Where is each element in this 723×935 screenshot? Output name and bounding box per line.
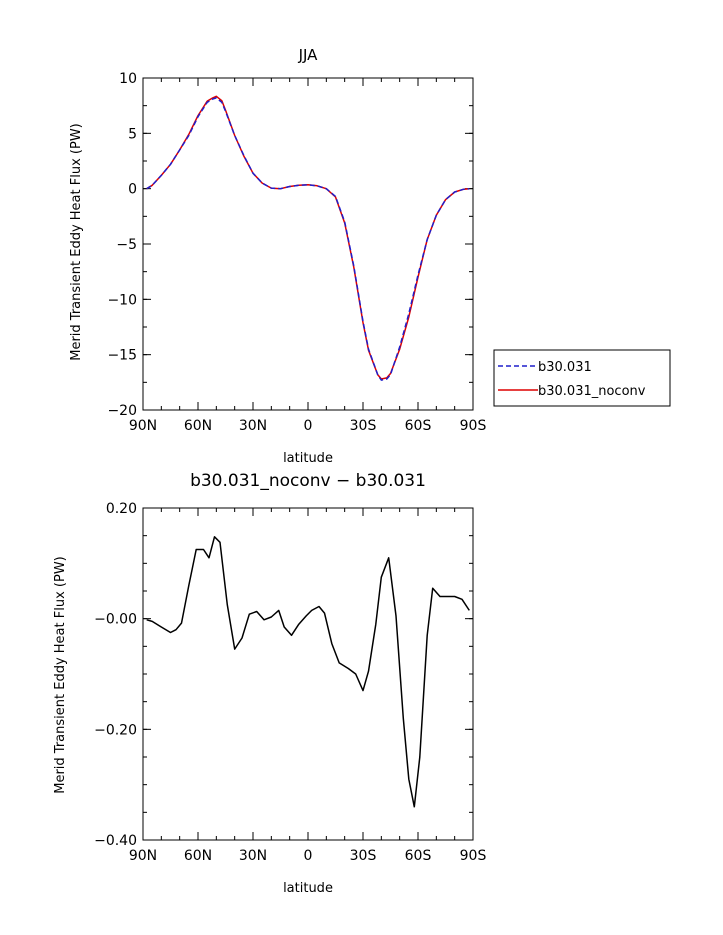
x-tick-label: 30S <box>350 418 377 434</box>
y-tick-label: −0.00 <box>94 612 137 628</box>
chart-bottom-ylabel: Merid Transient Eddy Heat Flux (PW) <box>53 556 68 794</box>
chart-top-xlabel: latitude <box>283 451 333 466</box>
legend-label-b30-031-noconv: b30.031_noconv <box>538 384 646 399</box>
chart-top-y-tick-labels: −20 −15 −10 −5 0 5 10 <box>107 71 137 419</box>
chart-bottom-plot <box>142 507 474 841</box>
x-tick-label: 90N <box>129 848 157 864</box>
chart-bottom: b30.031_noconv − b30.031 Merid Transient… <box>53 471 486 896</box>
x-tick-label: 30S <box>350 848 377 864</box>
y-tick-label: −0.40 <box>94 833 137 849</box>
x-tick-label: 60N <box>184 848 212 864</box>
series-line-difference <box>146 536 470 808</box>
chart-top-ylabel: Merid Transient Eddy Heat Flux (PW) <box>69 123 84 361</box>
chart-top: JJA Merid Transient Eddy Heat Flux (PW) … <box>69 46 671 466</box>
y-tick-label: 0 <box>128 182 137 198</box>
x-tick-label: 60S <box>405 418 432 434</box>
x-tick-label: 90N <box>129 418 157 434</box>
chart-bottom-x-tick-labels: 90N 60N 30N 0 30S 60S 90S <box>129 848 487 864</box>
x-tick-label: 0 <box>304 418 313 434</box>
chart-bottom-series <box>146 536 470 808</box>
y-tick-label: 0.20 <box>106 501 137 517</box>
series-line-b30-031 <box>146 97 470 381</box>
x-tick-label: 60N <box>184 418 212 434</box>
plot-frame <box>142 507 474 841</box>
chart-top-title: JJA <box>298 46 319 64</box>
chart-top-legend: b30.031 b30.031_noconv <box>493 349 671 407</box>
x-tick-label: 0 <box>304 848 313 864</box>
x-tick-label: 90S <box>460 848 487 864</box>
x-tick-label: 90S <box>460 418 487 434</box>
y-tick-label: −5 <box>116 237 137 253</box>
chart-top-series <box>146 95 470 381</box>
y-tick-label: 5 <box>128 126 137 142</box>
x-tick-label: 60S <box>405 848 432 864</box>
x-tick-label: 30N <box>239 848 267 864</box>
y-tick-label: −15 <box>107 348 137 364</box>
y-tick-label: −10 <box>107 292 137 308</box>
chart-top-plot <box>142 77 474 411</box>
chart-bottom-y-tick-labels: −0.40 −0.20 −0.00 0.20 <box>94 501 137 849</box>
x-tick-label: 30N <box>239 418 267 434</box>
legend-box <box>493 349 671 407</box>
y-tick-label: 10 <box>119 71 137 87</box>
y-tick-label: −20 <box>107 403 137 419</box>
chart-bottom-title: b30.031_noconv − b30.031 <box>190 471 426 491</box>
legend-label-b30-031: b30.031 <box>538 360 592 375</box>
chart-bottom-xlabel: latitude <box>283 881 333 896</box>
y-tick-label: −0.20 <box>94 722 137 738</box>
series-line-b30-031-noconv <box>146 95 470 380</box>
chart-top-x-tick-labels: 90N 60N 30N 0 30S 60S 90S <box>129 418 487 434</box>
